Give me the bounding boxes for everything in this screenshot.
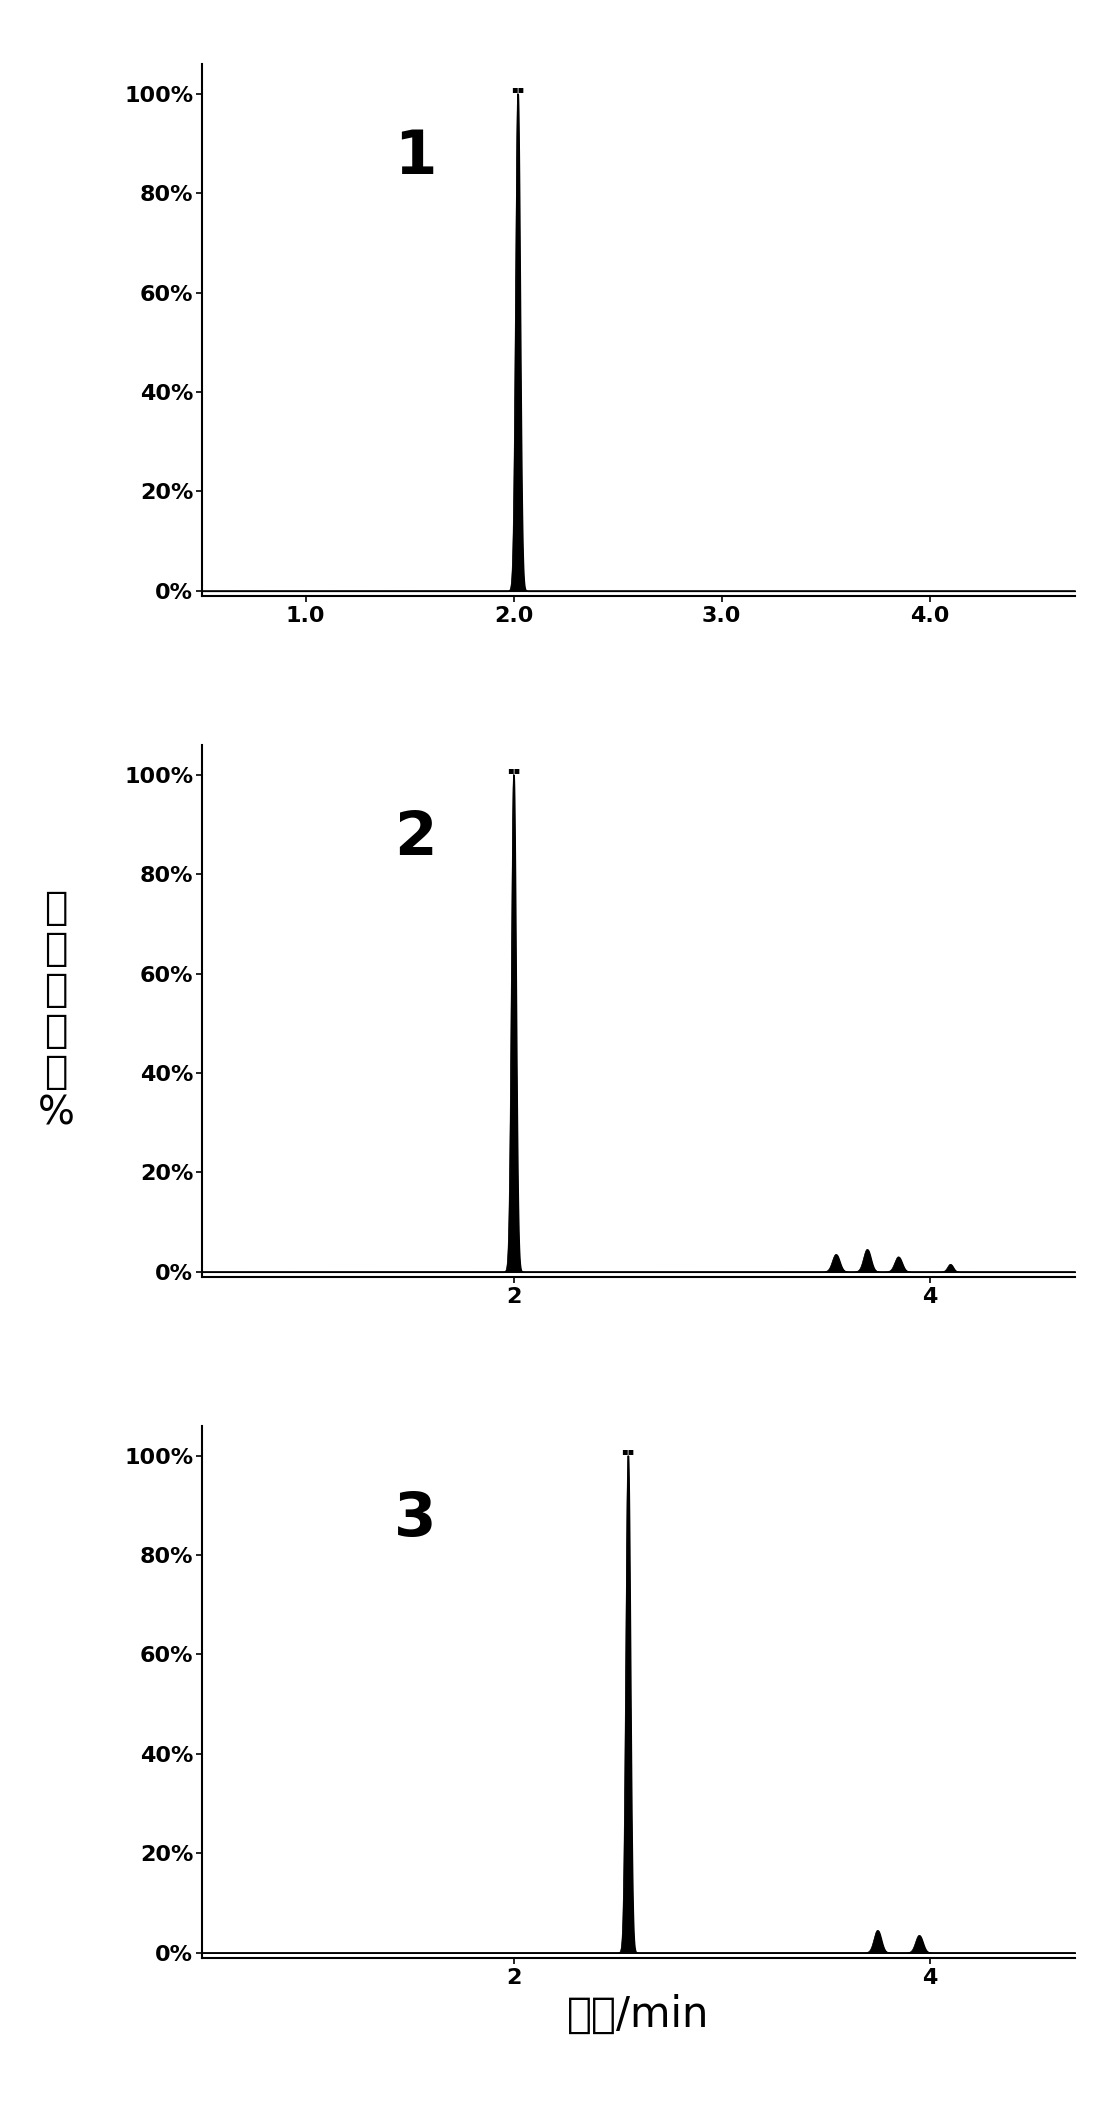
- Text: 相
对
响
应
／
%: 相 对 响 应 ／ %: [38, 890, 74, 1132]
- Text: 2: 2: [394, 809, 437, 868]
- Text: ▪▪: ▪▪: [507, 764, 520, 775]
- Text: 3: 3: [394, 1490, 437, 1549]
- Text: 1: 1: [394, 128, 437, 187]
- Text: ▪▪: ▪▪: [622, 1445, 635, 1456]
- X-axis label: 时间/min: 时间/min: [567, 1994, 710, 2036]
- Text: ▪▪: ▪▪: [511, 83, 524, 94]
